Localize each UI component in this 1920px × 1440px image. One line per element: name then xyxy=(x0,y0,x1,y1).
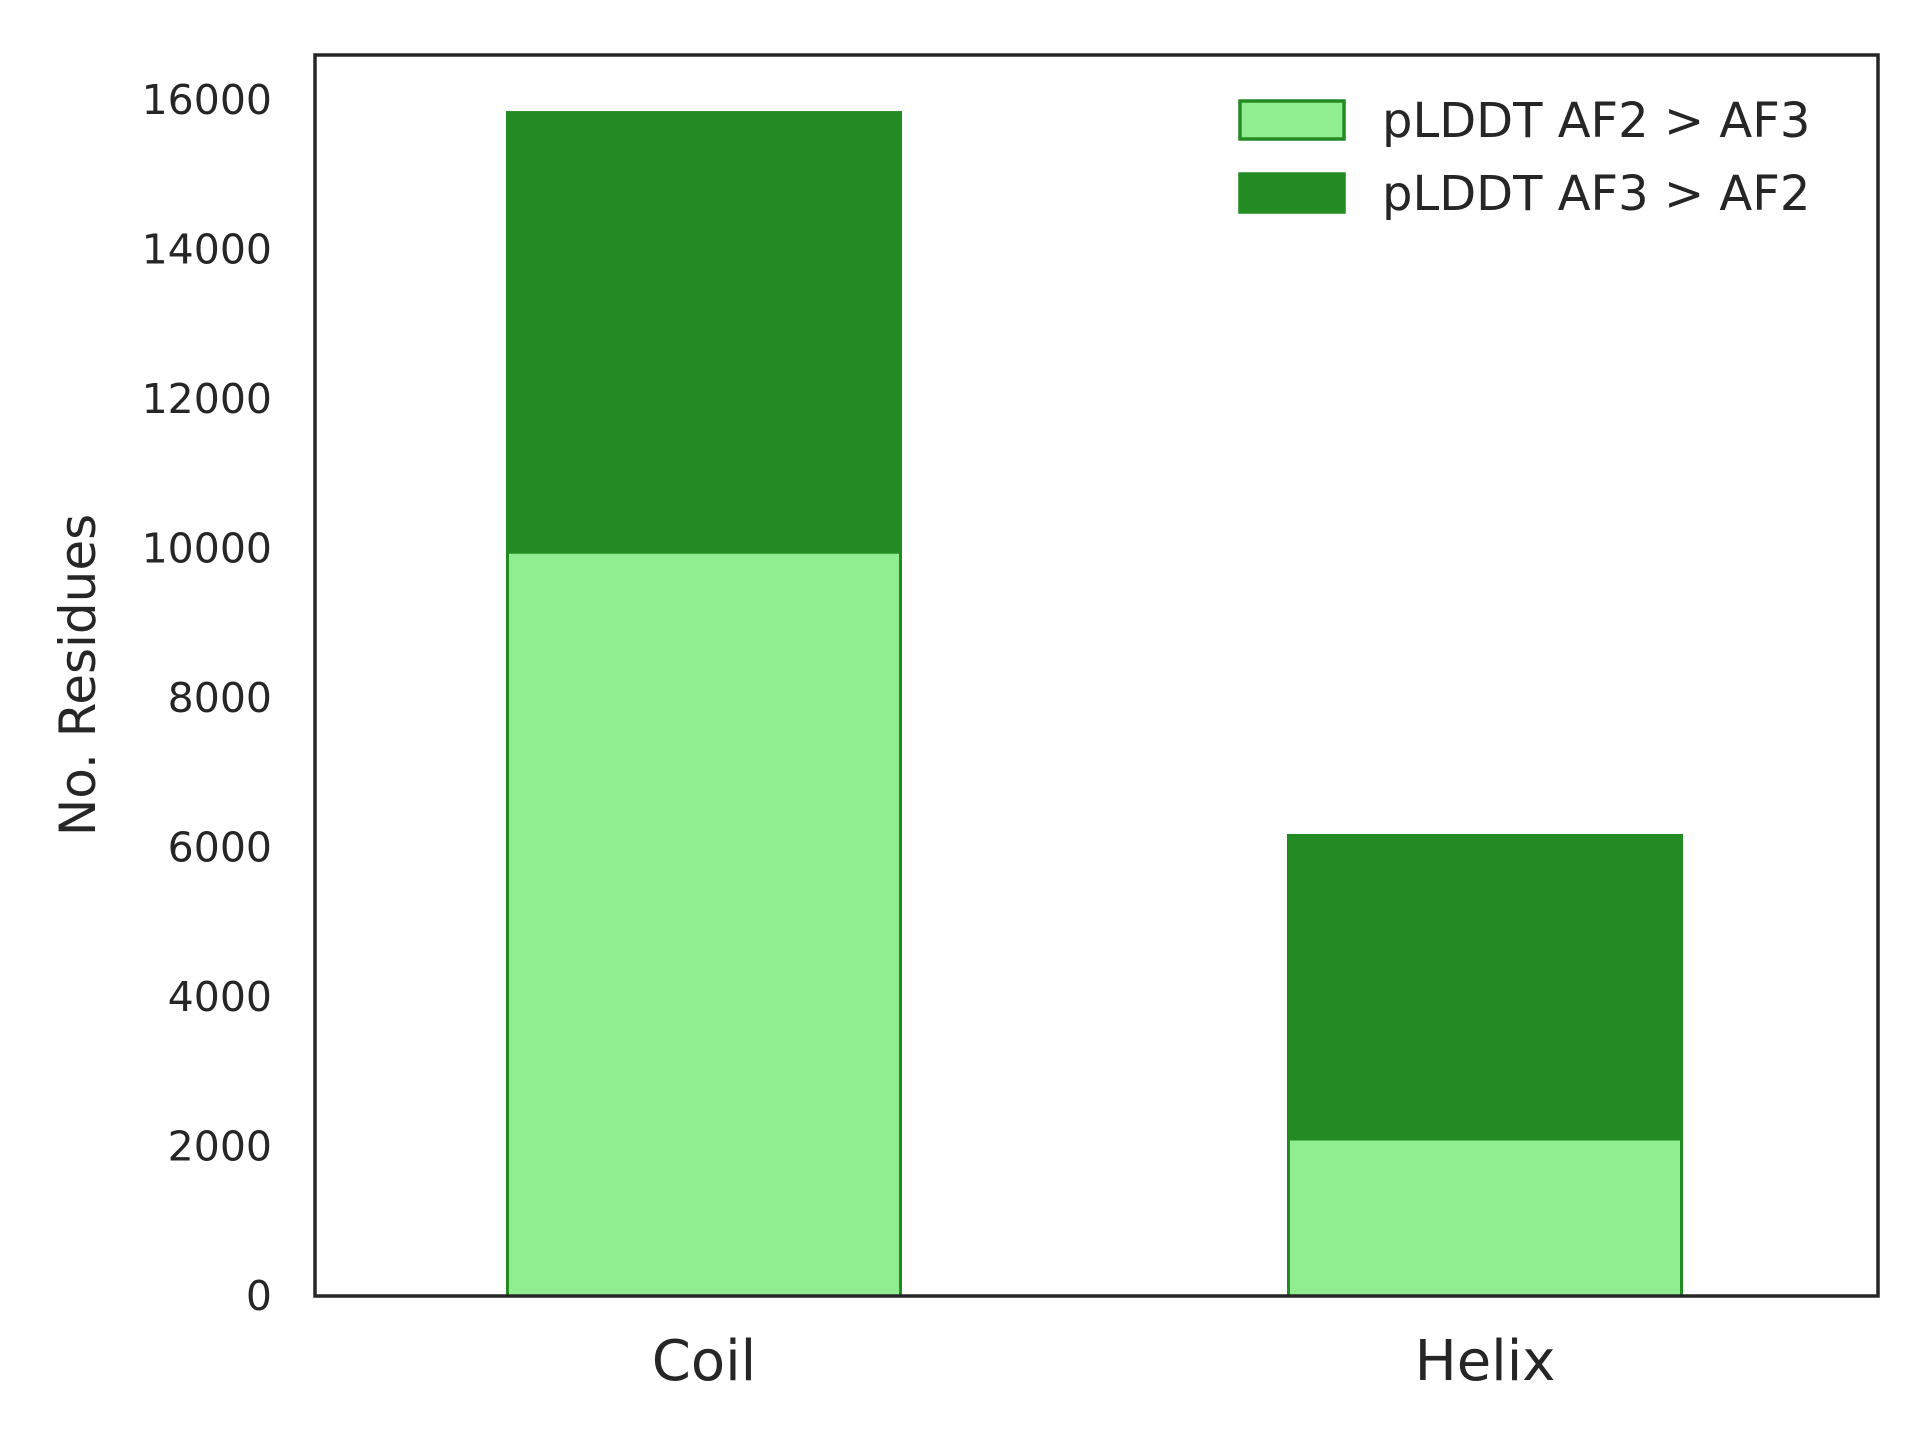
bar-coil-series-2 xyxy=(506,111,902,554)
x-tick-labels: Coil Helix xyxy=(652,1329,1556,1394)
legend-label-series-1: pLDDT AF2 > AF3 xyxy=(1382,93,1810,149)
x-tick-label-coil: Coil xyxy=(652,1329,756,1394)
y-tick-label: 6000 xyxy=(168,823,272,871)
plot-frame xyxy=(313,53,1880,1298)
y-tick-label: 8000 xyxy=(168,674,272,722)
x-tick-label-helix: Helix xyxy=(1415,1329,1556,1394)
y-tick-label: 0 xyxy=(246,1272,272,1320)
legend-swatch-series-1 xyxy=(1238,99,1346,141)
legend: pLDDT AF2 > AF3 pLDDT AF3 > AF2 xyxy=(1238,93,1810,222)
y-tick-label: 2000 xyxy=(168,1122,272,1170)
bar-coil-series-1 xyxy=(506,550,902,1298)
bars-group xyxy=(506,111,1683,1298)
bar-helix-series-2 xyxy=(1287,833,1683,1141)
y-axis-label: No. Residues xyxy=(49,514,107,836)
y-tick-label: 12000 xyxy=(142,375,272,423)
bar-helix-series-1 xyxy=(1287,1137,1683,1298)
y-tick-labels: 0 2000 4000 6000 8000 10000 12000 14000 16000 xyxy=(142,76,272,1320)
legend-label-series-2: pLDDT AF3 > AF2 xyxy=(1382,166,1810,222)
y-tick-label: 10000 xyxy=(142,524,272,572)
y-tick-label: 4000 xyxy=(168,973,272,1021)
y-tick-label: 16000 xyxy=(142,76,272,124)
y-tick-label: 14000 xyxy=(142,225,272,273)
legend-swatch-series-2 xyxy=(1238,172,1346,214)
